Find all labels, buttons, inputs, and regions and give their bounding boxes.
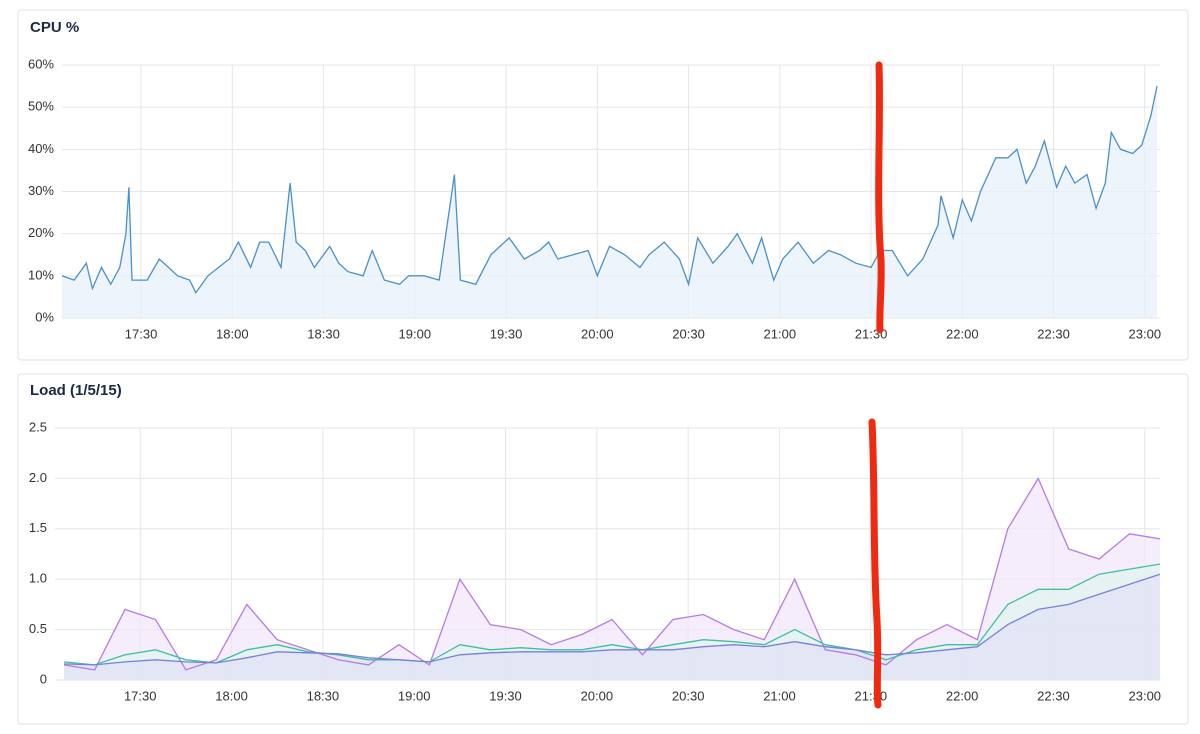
x-tick-label: 23:00 — [1129, 688, 1162, 703]
y-tick-label: 30% — [28, 183, 54, 198]
x-tick-label: 17:30 — [125, 326, 158, 341]
x-tick-label: 20:30 — [672, 688, 705, 703]
annotation-stroke — [875, 61, 885, 334]
x-tick-label: 20:00 — [581, 688, 614, 703]
x-tick-label: 19:00 — [398, 688, 431, 703]
annotation-stroke — [868, 418, 882, 709]
x-tick-label: 23:00 — [1129, 326, 1162, 341]
x-tick-label: 21:30 — [855, 688, 888, 703]
y-tick-label: 20% — [28, 225, 54, 240]
y-tick-label: 0 — [40, 671, 47, 686]
x-tick-label: 20:00 — [581, 326, 614, 341]
series-line — [64, 573, 1161, 666]
x-tick-label: 21:00 — [763, 688, 796, 703]
chart-title: Load (1/5/15) — [30, 382, 122, 399]
x-tick-label: 22:30 — [1037, 688, 1070, 703]
y-tick-label: 1.0 — [29, 571, 47, 586]
y-tick-label: 0.5 — [29, 621, 47, 636]
x-tick-label: 18:00 — [215, 688, 248, 703]
x-tick-label: 22:00 — [946, 688, 979, 703]
x-tick-label: 19:30 — [490, 326, 523, 341]
y-tick-label: 2.0 — [29, 470, 47, 485]
y-tick-label: 2.5 — [29, 419, 47, 434]
x-tick-label: 20:30 — [672, 326, 705, 341]
series-line — [61, 85, 1158, 294]
series-line — [63, 476, 1161, 671]
y-tick-label: 60% — [28, 56, 54, 71]
x-tick-label: 22:30 — [1037, 326, 1070, 341]
area-fill — [64, 574, 1161, 680]
y-tick-label: 1.5 — [29, 520, 47, 535]
x-tick-label: 19:00 — [399, 326, 432, 341]
x-tick-label: 19:30 — [489, 688, 522, 703]
panel — [17, 373, 1189, 725]
y-tick-label: 10% — [28, 267, 54, 282]
x-tick-label: 22:00 — [946, 326, 979, 341]
series-line — [64, 563, 1161, 666]
y-tick-label: 0% — [35, 309, 54, 324]
x-tick-label: 21:00 — [764, 326, 797, 341]
y-tick-label: 40% — [28, 141, 54, 156]
x-tick-label: 18:30 — [307, 326, 340, 341]
x-tick-label: 18:30 — [307, 688, 340, 703]
x-tick-label: 18:00 — [216, 326, 249, 341]
x-tick-label: 17:30 — [124, 688, 157, 703]
chart-title: CPU % — [30, 19, 79, 36]
y-tick-label: 50% — [28, 99, 54, 114]
